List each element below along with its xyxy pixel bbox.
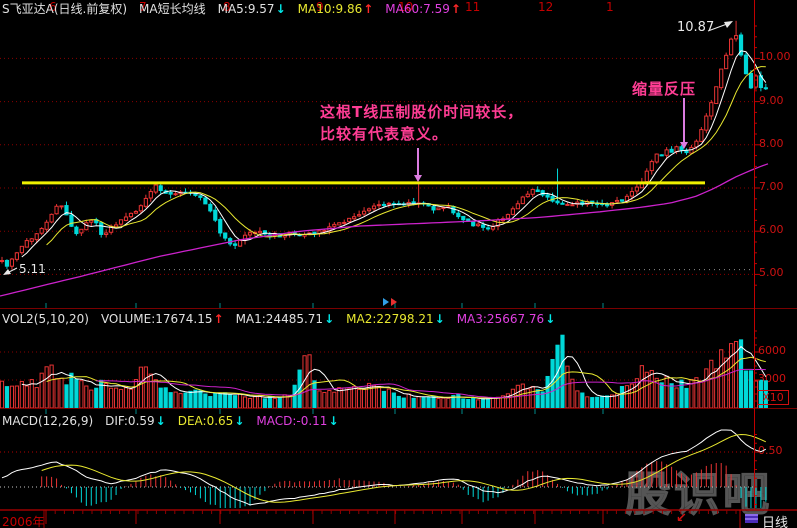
price-axis-label: 9.00: [759, 93, 784, 107]
ma60-value: MA60:7.59: [385, 2, 450, 16]
dea-arrow-icon: ↓: [234, 414, 245, 428]
timeline-month-label: 9: [316, 0, 324, 14]
volume-axis-label: 6000: [758, 344, 786, 357]
stock-title: S飞亚达A(日线.前复权): [2, 2, 128, 16]
timeline-month-label: 7: [139, 0, 147, 14]
volume-trend-arrow-icon: ↑: [213, 312, 224, 326]
dif-arrow-icon: ↓: [155, 414, 166, 428]
annotation-note-line2: 比较有代表意义。: [320, 125, 449, 143]
period-selector-icon[interactable]: [745, 514, 758, 523]
price-axis-label: 8.00: [759, 136, 784, 150]
price-axis-label: 10.00: [759, 50, 791, 64]
vol-ma1-arrow-icon: ↓: [324, 312, 335, 326]
ma10-trend-arrow-icon: ↑: [363, 2, 374, 16]
ma10-value: MA10:9.86: [297, 2, 363, 16]
ma5-trend-arrow-icon: ↓: [275, 2, 286, 16]
volume-multiplier-badge: X10: [757, 390, 789, 405]
timeline-month-label: 6: [49, 0, 57, 14]
price-axis-label: 6.00: [759, 223, 784, 237]
annotation-note-line1: 这根T线压制股价时间较长，: [320, 103, 524, 121]
low-price-label: 5.11: [19, 262, 46, 276]
price-axis-label: 5.00: [759, 266, 784, 280]
timeline-scroll-arrow-icon[interactable]: ↙: [676, 511, 687, 526]
volume-value: VOLUME:17674.15: [100, 312, 213, 326]
dif-value: DIF:0.59: [105, 414, 155, 428]
timeline-year-label: 2006年: [2, 515, 45, 528]
macd-value: MACD:-0.11: [256, 414, 328, 428]
volume-indicator-name: VOL2(5,10,20): [2, 312, 89, 326]
vol-ma3-arrow-icon: ↓: [545, 312, 556, 326]
annotation-pressure-label: 缩量反压: [632, 80, 697, 98]
price-axis-label: 7.00: [759, 180, 784, 193]
timeline-month-label: 8: [223, 0, 231, 14]
macd-axis-label: 0.50: [758, 444, 783, 457]
macd-arrow-icon: ↓: [328, 414, 339, 428]
vol-ma2-arrow-icon: ↓: [434, 312, 445, 326]
ma5-value: MA5:9.57: [217, 2, 275, 16]
timeline-month-label: 1: [606, 0, 614, 14]
vol-ma2-value: MA2:22798.21: [346, 312, 434, 326]
timeline-month-label: 10: [398, 0, 414, 14]
macd-indicator-header: MACD(12,26,9) DIF:0.59 ↓ DEA:0.65 ↓ MACD…: [2, 414, 339, 428]
peak-price-label: 10.87: [677, 20, 715, 35]
ma-group-label: MA短长均线: [139, 2, 206, 16]
volume-indicator-header: VOL2(5,10,20) VOLUME:17674.15 ↑ MA1:2448…: [2, 312, 555, 326]
vol-ma3-value: MA3:25667.76: [456, 312, 545, 326]
period-selector-label[interactable]: 日线: [762, 516, 789, 528]
main-indicator-header: S飞亚达A(日线.前复权) MA短长均线 MA5:9.57 ↓ MA10:9.8…: [2, 2, 461, 16]
timeline-month-label: 12: [538, 0, 554, 14]
macd-indicator-name: MACD(12,26,9): [2, 414, 94, 428]
vol-ma1-value: MA1:24485.71: [235, 312, 324, 326]
timeline-month-label: 11: [465, 0, 481, 14]
ma60-trend-arrow-icon: ↑: [450, 2, 461, 16]
dea-value: DEA:0.65: [177, 414, 234, 428]
